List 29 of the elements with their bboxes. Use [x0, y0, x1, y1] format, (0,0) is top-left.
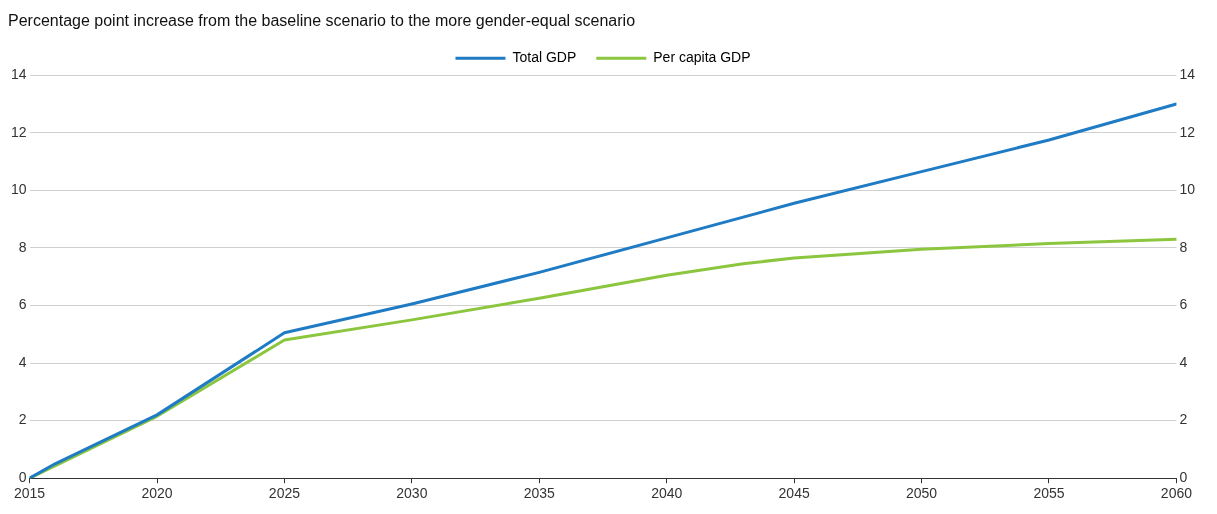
- y2-tick-label: 4: [1179, 353, 1188, 370]
- chart-title: Percentage point increase from the baseline scenario to the more gender-equal scenario: [8, 12, 636, 30]
- y-tick-label: 2: [18, 411, 27, 428]
- y2-tick-label: 14: [1179, 66, 1196, 83]
- y2-tick-label: 6: [1179, 296, 1188, 313]
- y-tick-label: 10: [10, 181, 27, 198]
- y-tick-label: 6: [18, 296, 27, 313]
- x-tick-label: 2060: [1160, 485, 1193, 502]
- y2-tick-label: 0: [1179, 469, 1188, 486]
- y-tick-label: 12: [10, 123, 27, 140]
- x-tick-label: 2015: [13, 485, 46, 502]
- x-tick-label: 2025: [268, 485, 301, 502]
- legend-label: Per capita GDP: [653, 49, 751, 66]
- y-tick-label: 14: [10, 66, 27, 83]
- x-tick-label: 2045: [778, 485, 810, 502]
- x-tick-label: 2040: [651, 485, 683, 502]
- y-tick-label: 4: [18, 353, 27, 370]
- y2-tick-label: 12: [1179, 123, 1196, 140]
- x-tick-label: 2055: [1033, 485, 1065, 502]
- y-tick-label: 8: [18, 238, 27, 255]
- x-tick-label: 2035: [523, 485, 556, 502]
- y2-tick-label: 8: [1179, 238, 1188, 255]
- y-tick-label: 0: [18, 469, 27, 486]
- x-tick-label: 2020: [141, 485, 173, 502]
- x-tick-label: 2030: [396, 485, 428, 502]
- legend-label: Total GDP: [512, 49, 577, 66]
- y2-tick-label: 2: [1179, 411, 1188, 428]
- y2-tick-label: 10: [1179, 181, 1196, 198]
- x-tick-label: 2050: [905, 485, 938, 502]
